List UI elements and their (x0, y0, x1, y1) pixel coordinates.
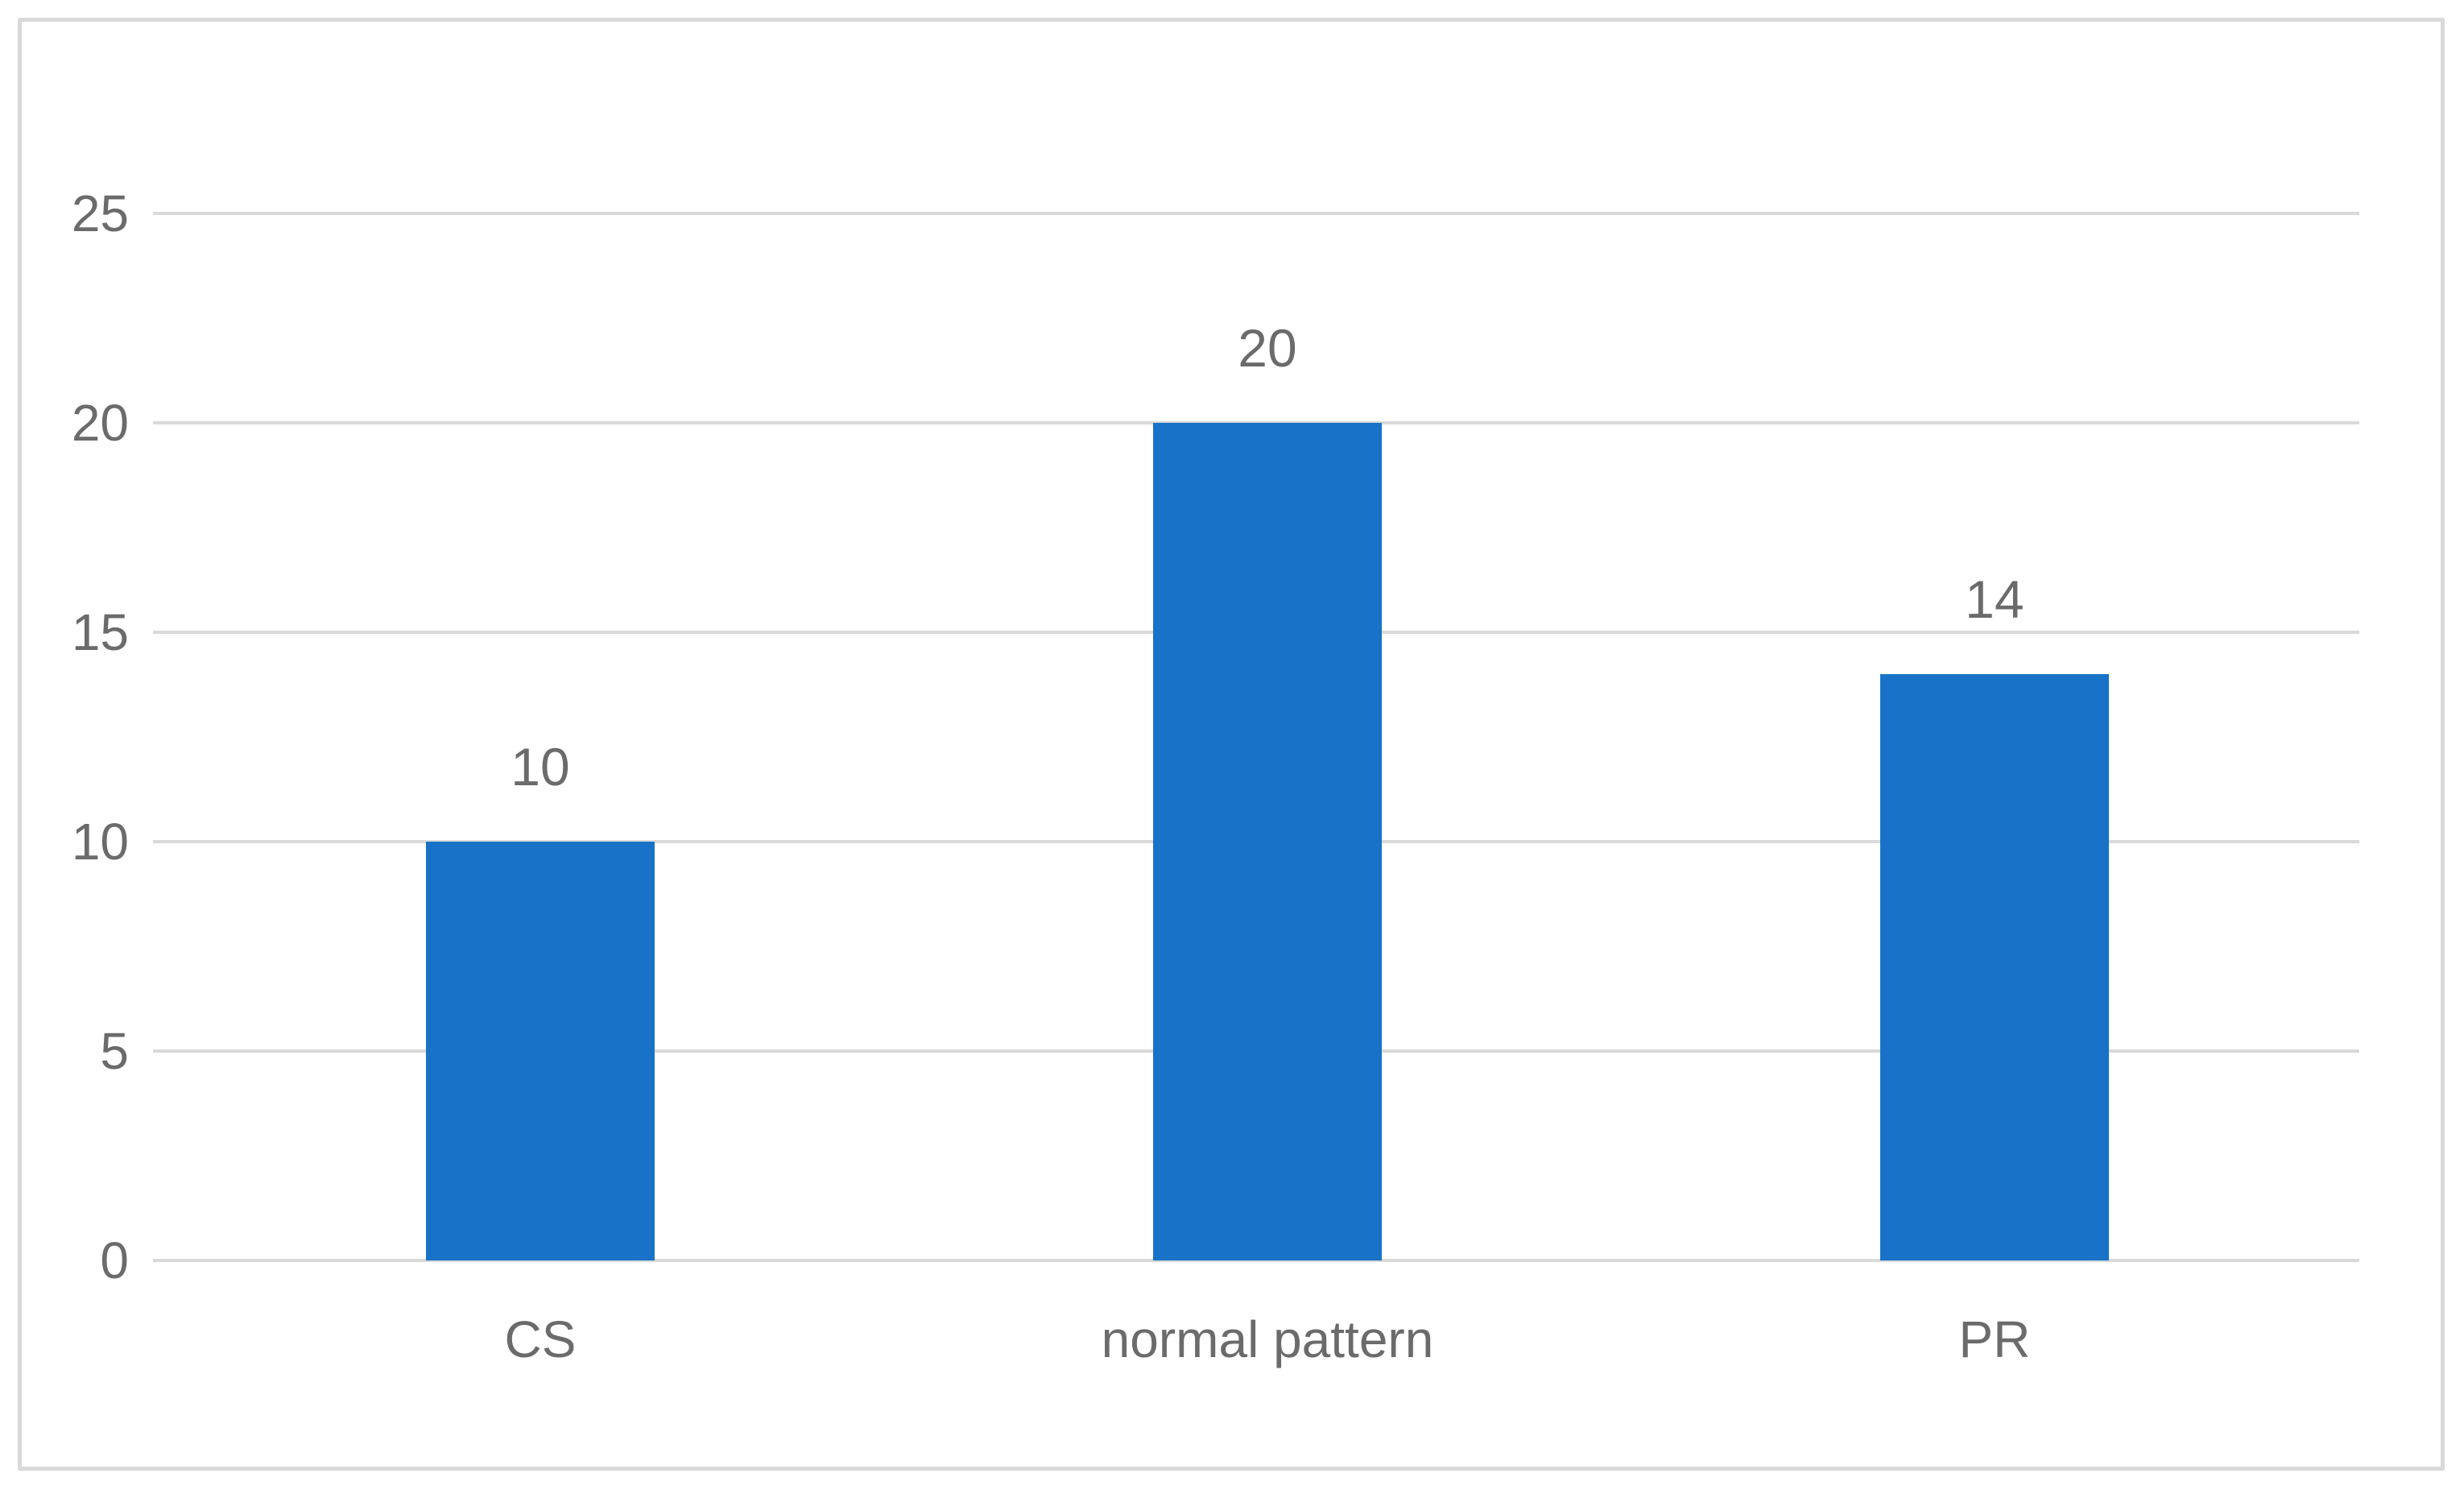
category-label-cs: CS (504, 1310, 577, 1368)
gridline-y-25 (153, 212, 2359, 215)
y-tick-label-10: 10 (71, 813, 129, 871)
bar-cs (426, 842, 655, 1260)
bar-value-label-normal-pattern: 20 (1238, 318, 1297, 378)
bar-pr (1880, 674, 2109, 1260)
y-tick-label-15: 15 (71, 603, 129, 661)
gridline-y-0 (153, 1259, 2359, 1262)
bar-value-label-cs: 10 (511, 737, 570, 797)
plot-area: 10 20 14 (153, 212, 2359, 1262)
y-tick-label-25: 25 (71, 184, 129, 242)
y-tick-label-5: 5 (100, 1022, 129, 1080)
y-tick-label-0: 0 (100, 1231, 129, 1289)
bar-normal-pattern (1153, 423, 1382, 1260)
category-label-normal-pattern: normal pattern (1101, 1310, 1434, 1368)
bar-value-label-pr: 14 (1965, 569, 2024, 629)
category-label-pr: PR (1958, 1310, 2031, 1368)
y-tick-label-20: 20 (71, 394, 129, 452)
